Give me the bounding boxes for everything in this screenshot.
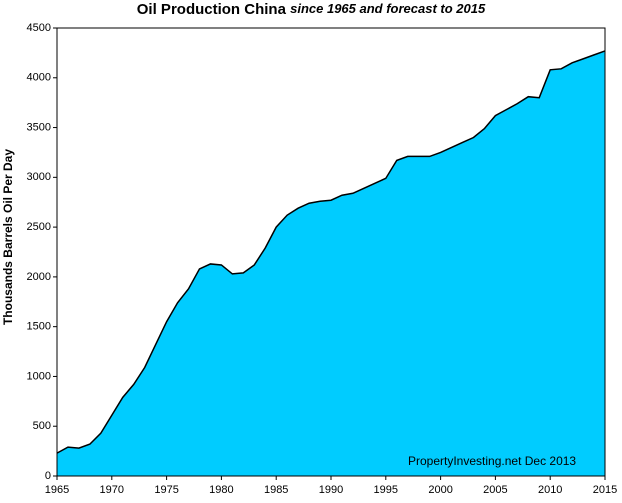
area-fill (57, 50, 605, 477)
x-tick-label: 1975 (154, 484, 178, 496)
x-tick-label: 1965 (45, 484, 69, 496)
y-tick-label: 3000 (27, 171, 51, 183)
y-axis-label: Thousands Barrels Oil Per Day (1, 149, 15, 325)
chart-title: Oil Production China since 1965 and fore… (137, 1, 486, 18)
x-tick-label: 1995 (374, 484, 398, 496)
y-tick-label: 1500 (27, 321, 51, 333)
title-main: Oil Production China (137, 1, 287, 18)
title-sub: since 1965 and forecast to 2015 (290, 1, 486, 16)
x-tick-label: 2000 (428, 484, 452, 496)
y-tick-label: 500 (33, 420, 51, 432)
y-tick-label: 1000 (27, 370, 51, 382)
area-line (56, 50, 606, 454)
x-tick-label: 1990 (319, 484, 343, 496)
y-tick-label: 4500 (27, 22, 51, 34)
x-tick-label: 2005 (483, 484, 507, 496)
y-tick-label: 3500 (27, 121, 51, 133)
y-tick-label: 2500 (27, 221, 51, 233)
y-tick-label: 0 (45, 470, 51, 482)
x-tick-label: 1980 (209, 484, 233, 496)
y-tick-label: 4000 (27, 72, 51, 84)
annotation: PropertyInvesting.net Dec 2013 (408, 454, 576, 468)
x-tick-label: 2015 (593, 484, 617, 496)
x-tick-label: 1970 (100, 484, 124, 496)
y-tick-label: 2000 (27, 271, 51, 283)
x-tick-label: 1985 (264, 484, 288, 496)
x-tick-label: 2010 (538, 484, 562, 496)
